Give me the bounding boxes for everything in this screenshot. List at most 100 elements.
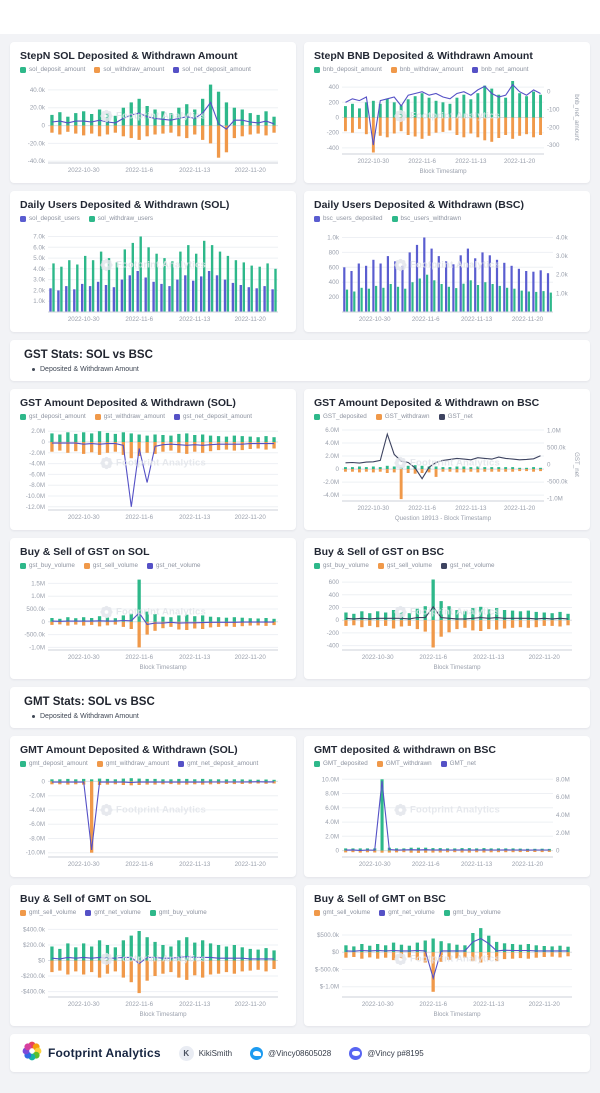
legend-item-sol_net_deposit_amount[interactable]: sol_net_deposit_amount xyxy=(173,65,251,74)
legend-item-GMT_withdrawn[interactable]: GMT_withdrawn xyxy=(376,759,432,768)
chart-title: Daily Users Deposited & Withdrawn (SOL) xyxy=(20,199,230,211)
legend-item-gmt_net_volume[interactable]: gmt_net_volume xyxy=(379,908,435,917)
svg-text:2022-11-20: 2022-11-20 xyxy=(235,316,267,323)
legend-swatch-icon xyxy=(314,909,320,916)
chart-card: Daily Users Deposited & Withdrawn (BSC) … xyxy=(304,191,590,332)
svg-text:-400: -400 xyxy=(327,145,340,152)
legend-item-gmt_sell_volume[interactable]: gmt_sell_volume xyxy=(20,908,76,917)
svg-text:2022-11-20: 2022-11-20 xyxy=(235,861,267,868)
svg-text:-8.0M: -8.0M xyxy=(29,836,45,843)
legend-swatch-icon xyxy=(314,562,320,569)
svg-text:2022-11-13: 2022-11-13 xyxy=(179,167,211,174)
svg-text:2022-11-20: 2022-11-20 xyxy=(512,316,544,323)
twitter-handle-link[interactable]: @Vincy08605028 xyxy=(250,1046,331,1060)
chart-card: StepN BNB Deposited & Withdrawn Amount b… xyxy=(304,42,590,183)
legend-item-gmt_net_deposit_amount[interactable]: gmt_net_deposit_amount xyxy=(178,759,258,768)
chart-canvas[interactable]: 0 -2.0M -4.0M -6.0M -8.0M -10.0M 2022-10-30 202… xyxy=(20,770,286,870)
legend-item-gmt_net_volume[interactable]: gmt_net_volume xyxy=(85,908,141,917)
svg-text:-200: -200 xyxy=(327,130,340,137)
legend-label: gmt_sell_volume xyxy=(29,909,77,916)
legend-item-sol_deposit_users[interactable]: sol_deposit_users xyxy=(20,214,80,223)
legend-item-sol_withdraw_users[interactable]: sol_withdraw_users xyxy=(88,214,154,223)
chart-card: Buy & Sell of GST on BSC gst_buy_volume g… xyxy=(304,538,590,679)
svg-text:4.0k: 4.0k xyxy=(33,266,46,273)
svg-text:2022-11-20: 2022-11-20 xyxy=(235,514,267,521)
svg-text:-500.0k: -500.0k xyxy=(547,478,569,485)
svg-text:2022-11-6: 2022-11-6 xyxy=(408,158,436,165)
legend-item-gst_sell_volume[interactable]: gst_sell_volume xyxy=(83,561,138,570)
footprint-brand-link[interactable]: Footprint Analytics xyxy=(22,1041,161,1066)
svg-text:-4.0M: -4.0M xyxy=(323,492,339,499)
svg-text:-400: -400 xyxy=(327,643,340,650)
legend-swatch-icon xyxy=(88,215,95,222)
chart-canvas[interactable]: 2.0M 0 -2.0M -4.0M -6.0M -8.0M -10.0M -12.0M 202… xyxy=(20,423,286,523)
chart-canvas[interactable]: 10.0M 8.0M 6.0M 4.0M 2.0M 0 8.0M 6.0M 4.0M 2.0M 0 2… xyxy=(314,770,580,870)
legend-item-gst_buy_volume[interactable]: gst_buy_volume xyxy=(20,561,75,570)
legend-item-gmt_withdraw_amount[interactable]: gmt_withdraw_amount xyxy=(96,759,169,768)
legend-label: gst_net_volume xyxy=(156,562,201,569)
legend-item-gmt_deposit_amount[interactable]: gmt_deposit_amount xyxy=(20,759,88,768)
svg-text:1.5M: 1.5M xyxy=(31,580,45,587)
legend-item-gst_buy_volume[interactable]: gst_buy_volume xyxy=(314,561,369,570)
chart-title: GMT deposited & withdrawn on BSC xyxy=(314,744,496,756)
legend-item-gmt_sell_volume[interactable]: gmt_sell_volume xyxy=(314,908,370,917)
chart-legend: bsc_users_deposited bsc_users_withdrawn xyxy=(314,214,580,223)
legend-item-GST_deposited[interactable]: GST_deposited xyxy=(314,412,367,421)
chart-canvas[interactable]: 6.0M 4.0M 2.0M 0 -2.0M -4.0M 1.0M 500.0k 0 -500.0… xyxy=(314,423,580,523)
legend-label: GMT_net xyxy=(449,760,476,767)
chart-canvas[interactable]: 1.5M 1.0M 500.0k 0 -500.0k -1.0M 2022-10-30 202… xyxy=(20,572,286,672)
legend-item-bnb_deposit_amount[interactable]: bnb_deposit_amount xyxy=(314,65,382,74)
legend-item-gst_net_deposit_amount[interactable]: gst_net_deposit_amount xyxy=(173,412,252,421)
legend-item-GST_withdrawn[interactable]: GST_withdrawn xyxy=(375,412,430,421)
svg-text:2022-11-20: 2022-11-20 xyxy=(235,1001,267,1008)
legend-item-sol_withdraw_amount[interactable]: sol_withdraw_amount xyxy=(94,65,164,74)
legend-swatch-icon xyxy=(314,760,320,767)
legend-item-bnb_withdraw_amount[interactable]: bnb_withdraw_amount xyxy=(390,65,463,74)
svg-text:-20.0k: -20.0k xyxy=(28,140,46,147)
legend-swatch-icon xyxy=(178,760,185,767)
legend-item-GST_net[interactable]: GST_net xyxy=(438,412,473,421)
legend-item-sol_deposit_amount[interactable]: sol_deposit_amount xyxy=(20,65,85,74)
legend-swatch-icon xyxy=(85,909,92,916)
svg-text:2022-11-13: 2022-11-13 xyxy=(461,316,493,323)
svg-text:400: 400 xyxy=(329,84,340,91)
chart-legend: GST_deposited GST_withdrawn GST_net xyxy=(314,412,580,421)
legend-item-bnb_net_amount[interactable]: bnb_net_amount xyxy=(472,65,528,74)
svg-text:4.0M: 4.0M xyxy=(325,819,339,826)
legend-item-bsc_users_deposited[interactable]: bsc_users_deposited xyxy=(314,214,383,223)
svg-text:2022-10-30: 2022-10-30 xyxy=(359,861,391,868)
discord-icon xyxy=(349,1046,363,1060)
chart-canvas[interactable]: 600 400 200 0 -200 -400 2022-10-30 2022-11-6 202… xyxy=(314,572,580,672)
chart-row: StepN SOL Deposited & Withdrawn Amount s… xyxy=(10,42,590,183)
svg-text:0: 0 xyxy=(336,617,340,624)
legend-item-gst_withdraw_amount[interactable]: gst_withdraw_amount xyxy=(94,412,165,421)
chart-canvas[interactable]: $400.0k $200.0k $0 -$200.0k -$400.0k 2022-10-… xyxy=(20,919,286,1019)
chart-canvas[interactable]: 40.0k 20.0k 0 -20.0k -40.0k 2022-10-30 2022-11… xyxy=(20,76,286,176)
legend-label: gmt_buy_volume xyxy=(452,909,501,916)
svg-text:2022-11-6: 2022-11-6 xyxy=(419,654,447,661)
svg-text:-300: -300 xyxy=(547,142,560,149)
svg-text:$0: $0 xyxy=(332,949,339,956)
legend-label: sol_withdraw_users xyxy=(97,215,154,222)
legend-item-gst_sell_volume[interactable]: gst_sell_volume xyxy=(377,561,432,570)
legend-swatch-icon xyxy=(377,562,384,569)
chart-canvas[interactable]: 400 200 0 -200 -400 0 -100 -200 -300 2022-10-30 20… xyxy=(314,76,580,176)
svg-text:-2.0M: -2.0M xyxy=(29,793,45,800)
legend-item-gst_deposit_amount[interactable]: gst_deposit_amount xyxy=(20,412,86,421)
legend-item-bsc_users_withdrawn[interactable]: bsc_users_withdrawn xyxy=(391,214,461,223)
legend-label: gmt_buy_volume xyxy=(158,909,207,916)
legend-item-gmt_buy_volume[interactable]: gmt_buy_volume xyxy=(149,908,207,917)
legend-label: gmt_sell_volume xyxy=(323,909,371,916)
chart-canvas[interactable]: 1.0k 800 600 400 200 4.0k 3.0k 2.0k 1.0k 2022-10-… xyxy=(314,225,580,325)
legend-item-gst_net_volume[interactable]: gst_net_volume xyxy=(147,561,200,570)
chart-canvas[interactable]: $500.0k $0 $-500.0k $-1.0M 2022-10-30 2022-11… xyxy=(314,919,580,1019)
svg-text:4.0M: 4.0M xyxy=(325,440,339,447)
chart-canvas[interactable]: 7.0k 6.0k 5.0k 4.0k 3.0k 2.0k 1.0k 2022-10-30 20… xyxy=(20,225,286,325)
legend-item-gst_net_volume[interactable]: gst_net_volume xyxy=(441,561,494,570)
legend-item-GMT_net[interactable]: GMT_net xyxy=(440,759,476,768)
legend-label: GMT_deposited xyxy=(323,760,368,767)
legend-item-gmt_buy_volume[interactable]: gmt_buy_volume xyxy=(443,908,501,917)
legend-item-GMT_deposited[interactable]: GMT_deposited xyxy=(314,759,368,768)
discord-handle-link[interactable]: @Vincy p#8195 xyxy=(349,1046,424,1060)
